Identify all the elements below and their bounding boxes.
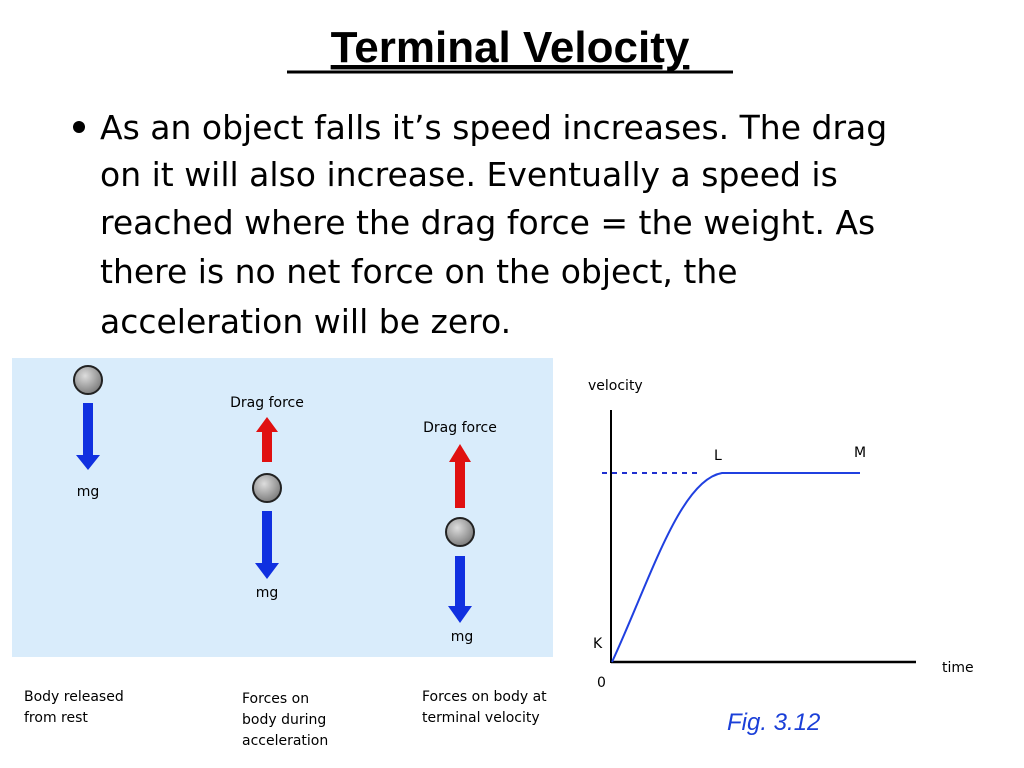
ball <box>445 517 475 547</box>
caption: body during <box>242 712 326 728</box>
force-label: mg <box>256 585 279 601</box>
bullet-line: reached where the drag force = the weigh… <box>100 203 875 242</box>
caption: acceleration <box>242 733 328 749</box>
point-label: K <box>593 636 603 652</box>
title: Terminal Velocity <box>331 23 690 72</box>
force-label: Drag force <box>230 395 304 411</box>
bullet-line: on it will also increase. Eventually a s… <box>100 155 838 194</box>
velocity-curve <box>611 472 860 663</box>
caption: Forces on <box>242 691 309 707</box>
bullet-line: As an object falls it’s speed increases.… <box>100 108 887 147</box>
bullet-line: there is no net force on the object, the <box>100 252 738 291</box>
drag-arrow <box>449 444 471 508</box>
axis-label: time <box>942 660 974 676</box>
caption: Forces on body at <box>422 689 547 705</box>
force-label: mg <box>77 484 100 500</box>
weight-arrow <box>448 556 472 623</box>
force-label: mg <box>451 629 474 645</box>
caption: Body released <box>24 689 124 705</box>
ball <box>73 365 103 395</box>
point-label: M <box>854 445 866 461</box>
caption: terminal velocity <box>422 710 540 726</box>
axis-label: velocity <box>588 378 643 394</box>
bullet-dot <box>73 121 85 133</box>
origin-label: 0 <box>597 675 606 691</box>
ball <box>252 473 282 503</box>
figure-label: Fig. 3.12 <box>727 709 820 736</box>
force-label: Drag force <box>423 420 497 436</box>
weight-arrow <box>255 511 279 579</box>
weight-arrow <box>76 403 100 470</box>
bullet-line: acceleration will be zero. <box>100 302 511 341</box>
drag-arrow <box>256 417 278 462</box>
point-label: L <box>714 448 722 464</box>
caption: from rest <box>24 710 88 726</box>
